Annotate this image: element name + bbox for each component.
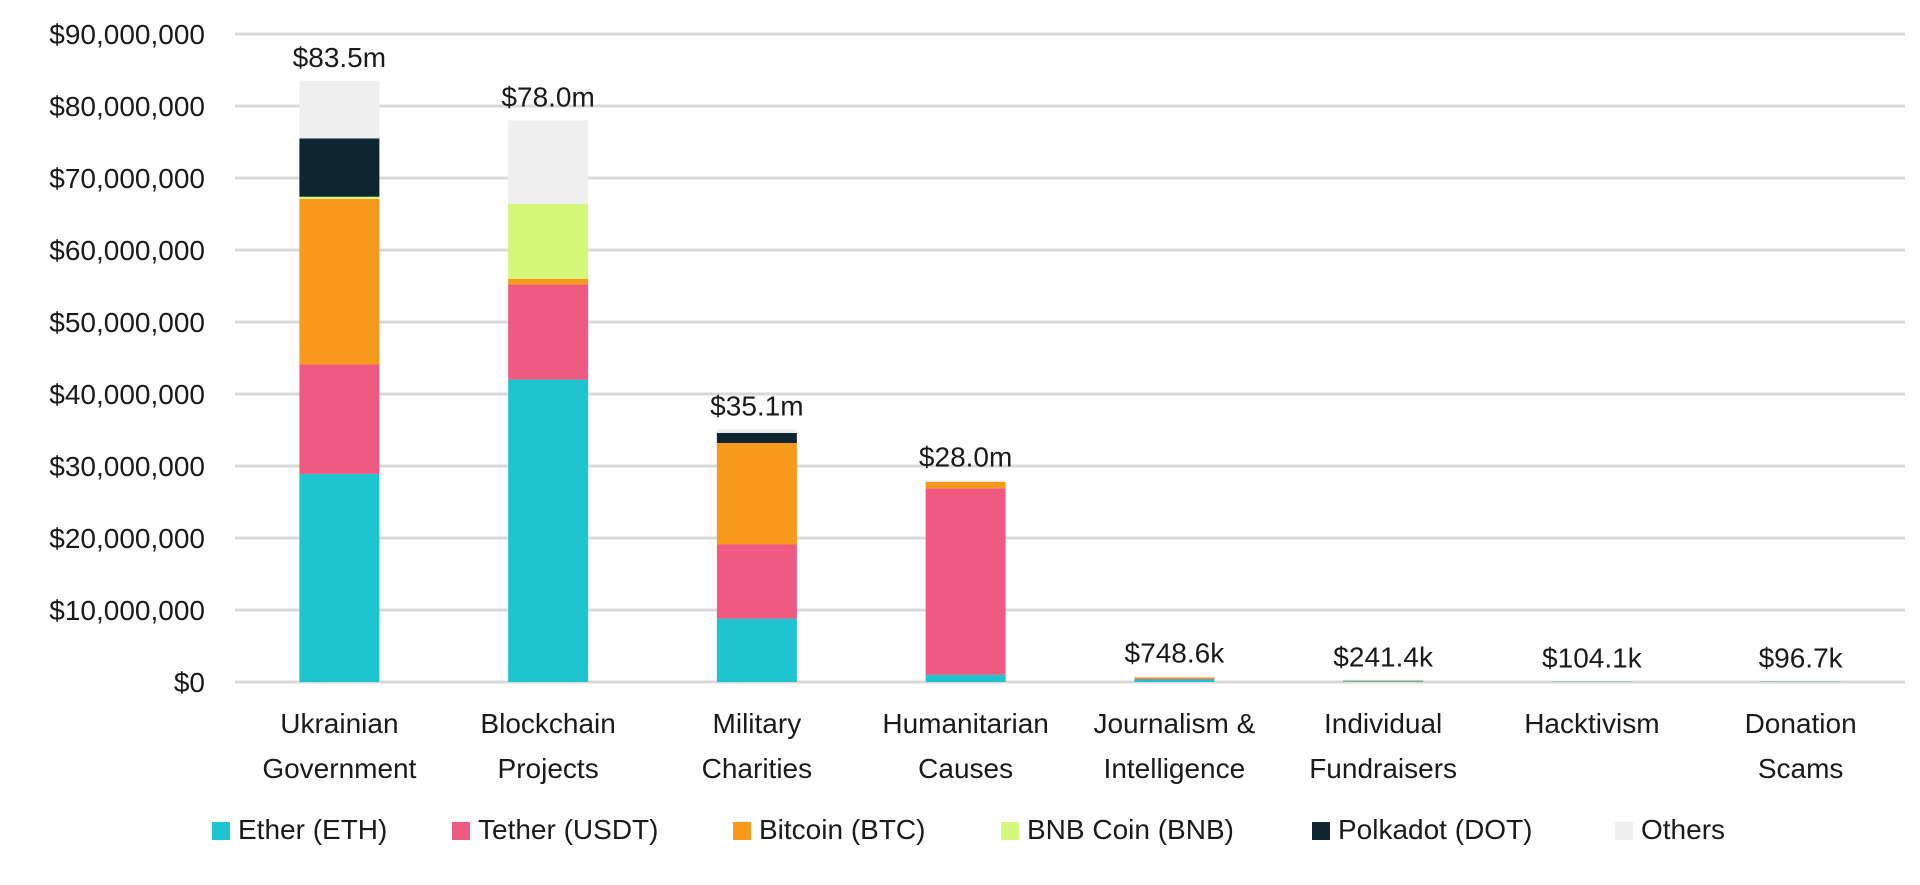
- legend: Ether (ETH) Tether (USDT) Bitcoin (BTC) BNB…: [212, 814, 1725, 845]
- y-axis-tick-labels: $0 $10,000,000 $20,000,000 $30,000,000 $40,0…: [49, 19, 205, 698]
- x-category-label-line: Fundraisers: [1309, 753, 1457, 784]
- bar-segment-polkadot-dot: [299, 138, 380, 197]
- x-category-label: Hacktivism: [1524, 708, 1659, 739]
- legend-swatch: [452, 822, 470, 840]
- bar-segment-ether-eth: [299, 473, 380, 682]
- bar-total-label: $35.1m: [710, 390, 803, 421]
- x-category-label: Donation Scams: [1745, 708, 1857, 784]
- bar-segment-others: [1551, 680, 1632, 682]
- x-category-label-line: Government: [262, 753, 416, 784]
- bar-total-label: $78.0m: [501, 81, 594, 112]
- y-tick-label: $80,000,000: [49, 91, 205, 122]
- bar-total-label: $748.6k: [1125, 638, 1226, 669]
- x-category-label-line: Military: [713, 708, 802, 739]
- bar-total-labels: $83.5m $78.0m $35.1m $28.0m $748.6k $241.4k $1…: [293, 42, 1844, 674]
- x-category-label: Blockchain Projects: [480, 708, 615, 784]
- bar-segment-bitcoin-btc: [299, 198, 380, 365]
- legend-swatch: [1001, 822, 1019, 840]
- y-tick-label: $20,000,000: [49, 523, 205, 554]
- x-category-label-line: Humanitarian: [882, 708, 1049, 739]
- bar-segment-bnb-coin-bnb: [508, 203, 589, 279]
- bar-segment-others: [1343, 679, 1424, 681]
- bar-segment-tether-usdt: [508, 284, 589, 380]
- bar-segment-ether-eth: [925, 674, 1006, 682]
- x-category-label-line: Intelligence: [1104, 753, 1246, 784]
- legend-label: BNB Coin (BNB): [1027, 814, 1234, 845]
- bar-segment-bitcoin-btc: [508, 278, 589, 285]
- x-category-label-line: Ukrainian: [280, 708, 398, 739]
- bar-segment-others: [925, 480, 1006, 482]
- bar-segment-ether-eth: [1134, 679, 1215, 682]
- legend-label: Others: [1641, 814, 1725, 845]
- bar-total-label: $28.0m: [919, 441, 1012, 472]
- bar-segment-others: [716, 429, 797, 433]
- x-category-label-line: Donation: [1745, 708, 1857, 739]
- bar-segment-tether-usdt: [299, 364, 380, 474]
- x-category-label: Military Charities: [702, 708, 812, 784]
- legend-swatch: [1312, 822, 1330, 840]
- x-category-label: Ukrainian Government: [262, 708, 416, 784]
- bar-segment-bitcoin-btc: [716, 442, 797, 545]
- legend-swatch: [1615, 822, 1633, 840]
- bar-segment-ether-eth: [508, 379, 589, 682]
- x-axis-category-labels: Ukrainian Government Blockchain Projects Mil…: [262, 708, 1856, 784]
- y-tick-label: $30,000,000: [49, 451, 205, 482]
- bar-total-label: $83.5m: [293, 42, 386, 73]
- bar-segment-bnb-coin-bnb: [299, 196, 380, 199]
- x-category-label-line: Hacktivism: [1524, 708, 1659, 739]
- x-category-label: Individual Fundraisers: [1309, 708, 1457, 784]
- x-category-label-line: Blockchain: [480, 708, 615, 739]
- y-tick-label: $0: [174, 667, 205, 698]
- y-tick-label: $40,000,000: [49, 379, 205, 410]
- x-category-label-line: Projects: [498, 753, 599, 784]
- legend-swatch: [212, 822, 230, 840]
- legend-label: Ether (ETH): [238, 814, 387, 845]
- x-category-label: Humanitarian Causes: [882, 708, 1049, 784]
- legend-swatch: [733, 822, 751, 840]
- x-category-label-line: Journalism &: [1093, 708, 1255, 739]
- bar-segment-others: [299, 80, 380, 139]
- x-category-label-line: Individual: [1324, 708, 1442, 739]
- legend-label: Tether (USDT): [478, 814, 658, 845]
- y-tick-label: $10,000,000: [49, 595, 205, 626]
- bar-total-label: $241.4k: [1333, 641, 1434, 672]
- bar-segment-bitcoin-btc: [925, 481, 1006, 489]
- bar-total-label: $96.7k: [1759, 642, 1844, 673]
- bars: [299, 80, 1841, 682]
- legend-label: Bitcoin (BTC): [759, 814, 925, 845]
- x-category-label-line: Scams: [1758, 753, 1844, 784]
- y-tick-label: $90,000,000: [49, 19, 205, 50]
- bar-segment-tether-usdt: [925, 488, 1006, 675]
- x-category-label: Journalism & Intelligence: [1093, 708, 1255, 784]
- legend-label: Polkadot (DOT): [1338, 814, 1533, 845]
- bar-segment-bitcoin-btc: [1134, 677, 1215, 679]
- bar-segment-tether-usdt: [1134, 678, 1215, 680]
- bar-segment-others: [1134, 676, 1215, 678]
- y-tick-label: $60,000,000: [49, 235, 205, 266]
- x-category-label-line: Charities: [702, 753, 812, 784]
- bar-segment-polkadot-dot: [716, 432, 797, 443]
- bar-segment-tether-usdt: [716, 544, 797, 619]
- bar-segment-ether-eth: [716, 618, 797, 682]
- gridlines: [235, 32, 1905, 684]
- bar-segment-others: [508, 120, 589, 204]
- x-category-label-line: Causes: [918, 753, 1013, 784]
- bar-segment-others: [1760, 680, 1841, 682]
- bar-total-label: $104.1k: [1542, 642, 1643, 673]
- y-tick-label: $50,000,000: [49, 307, 205, 338]
- y-tick-label: $70,000,000: [49, 163, 205, 194]
- bar-segment-ether-eth: [1343, 681, 1424, 682]
